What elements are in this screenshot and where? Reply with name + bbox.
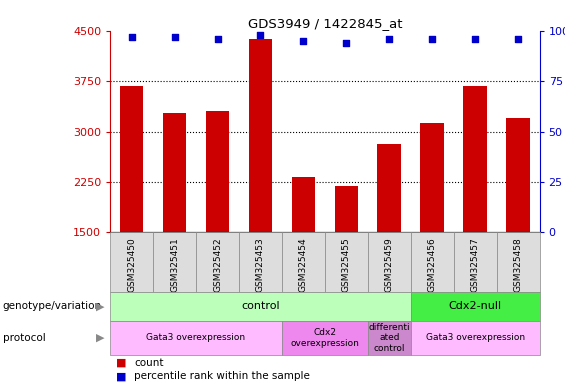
Title: GDS3949 / 1422845_at: GDS3949 / 1422845_at [247,17,402,30]
Point [256,31,265,38]
Point [385,36,394,42]
Bar [110,292,411,321]
Bar [110,321,282,355]
Bar [368,232,411,292]
Bar [325,232,368,292]
Text: differenti
ated
control: differenti ated control [368,323,410,353]
Text: Gata3 overexpression: Gata3 overexpression [146,333,246,343]
Bar [368,321,411,355]
Bar [163,113,186,232]
Text: Cdx2
overexpression: Cdx2 overexpression [290,328,359,348]
Text: ▶: ▶ [95,333,105,343]
Point [514,36,523,42]
Text: protocol: protocol [3,333,46,343]
Bar [249,39,272,232]
Point [213,36,222,42]
Bar [196,232,239,292]
Bar [506,118,530,232]
Point [127,34,136,40]
Point [170,34,179,40]
Text: GSM325457: GSM325457 [471,237,480,292]
Bar [463,86,487,232]
Bar [282,232,325,292]
Bar [282,321,368,355]
Text: control: control [241,301,280,311]
Bar [239,232,282,292]
Text: count: count [134,358,163,368]
Bar [377,144,401,232]
Bar [334,186,358,232]
Point [428,36,437,42]
Text: GSM325459: GSM325459 [385,237,394,292]
Text: GSM325458: GSM325458 [514,237,523,292]
Point [299,38,308,44]
Text: ■: ■ [116,358,127,368]
Text: GSM325450: GSM325450 [127,237,136,292]
Text: GSM325455: GSM325455 [342,237,351,292]
Bar [411,232,454,292]
Text: GSM325453: GSM325453 [256,237,265,292]
Bar [292,177,315,232]
Point [471,36,480,42]
Bar [110,232,153,292]
Text: Gata3 overexpression: Gata3 overexpression [425,333,525,343]
Text: Cdx2-null: Cdx2-null [449,301,502,311]
Text: GSM325454: GSM325454 [299,237,308,292]
Bar [420,123,444,232]
Bar [497,232,540,292]
Text: GSM325456: GSM325456 [428,237,437,292]
Text: genotype/variation: genotype/variation [3,301,102,311]
Bar [411,321,540,355]
Bar [120,86,144,232]
Text: GSM325452: GSM325452 [213,237,222,292]
Text: ▶: ▶ [95,301,105,311]
Text: percentile rank within the sample: percentile rank within the sample [134,371,310,381]
Bar [454,232,497,292]
Text: GSM325451: GSM325451 [170,237,179,292]
Bar [153,232,196,292]
Bar [411,292,540,321]
Bar [206,111,229,232]
Point [342,40,351,46]
Text: ■: ■ [116,371,127,381]
